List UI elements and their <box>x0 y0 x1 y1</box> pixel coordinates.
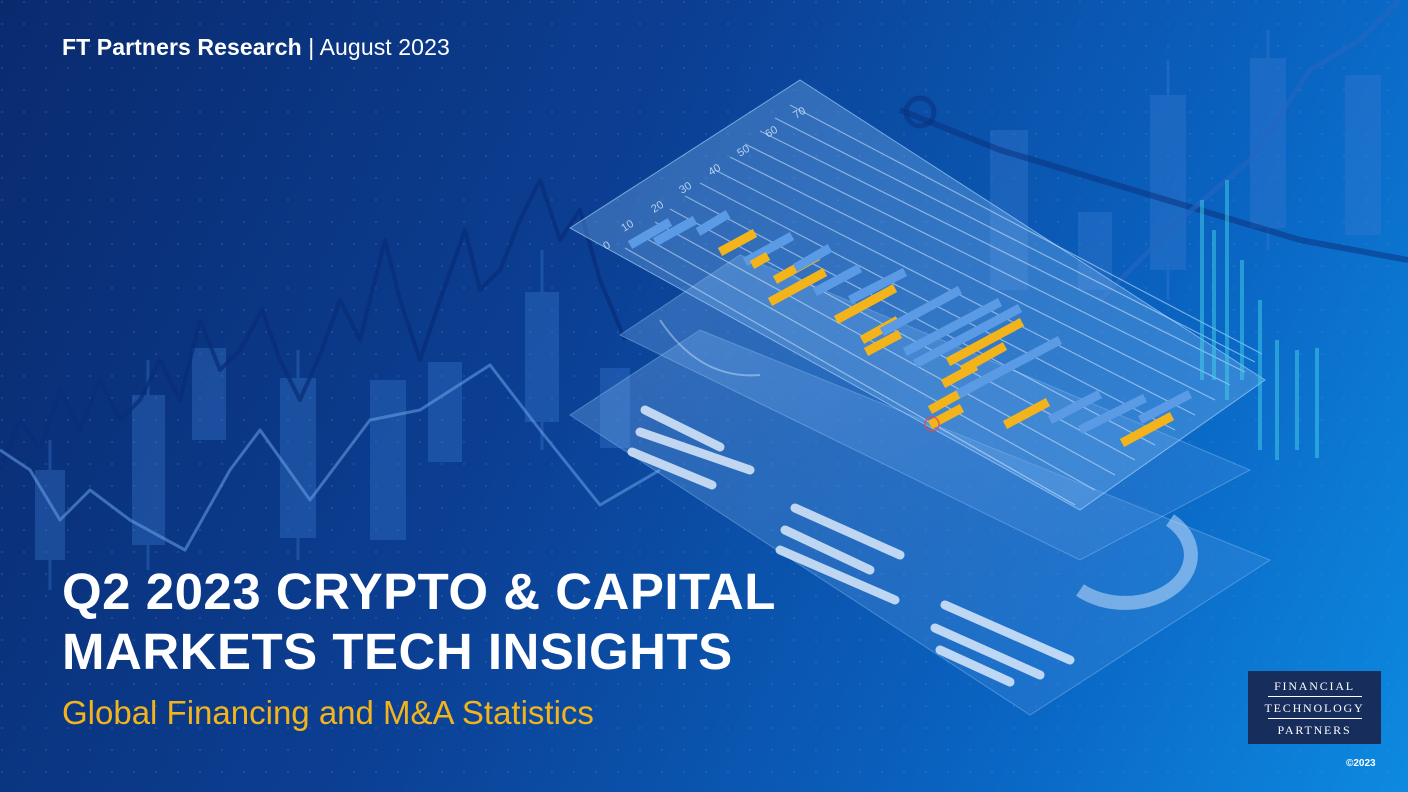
title-line-1: Q2 2023 CRYPTO & CAPITAL <box>62 563 776 620</box>
copyright-notice: ©2023 <box>1346 758 1376 769</box>
isometric-chart-icon: 0 10 20 30 40 50 60 70 <box>569 79 1272 716</box>
title-line-2: MARKETS TECH INSIGHTS <box>62 623 733 680</box>
axis-tick: 30 <box>677 180 694 197</box>
logo-divider <box>1267 696 1362 697</box>
report-header: FT Partners Research | August 2023 <box>62 34 450 61</box>
logo-line-2: TECHNOLOGY <box>1264 701 1365 715</box>
page-title: Q2 2023 CRYPTO & CAPITAL MARKETS TECH IN… <box>62 562 776 682</box>
logo-line-3: PARTNERS <box>1277 723 1352 737</box>
brand-name: FT Partners Research <box>62 34 302 60</box>
axis-tick: 60 <box>763 124 780 141</box>
logo-line-1: FINANCIAL <box>1274 679 1355 693</box>
axis-tick: 70 <box>791 105 808 122</box>
axis-tick: 40 <box>706 162 723 179</box>
candlestick-chart-icon <box>35 30 1381 590</box>
ftp-logo: FINANCIAL TECHNOLOGY PARTNERS <box>1248 671 1381 744</box>
axis-tick: 10 <box>619 218 636 235</box>
axis-tick: 20 <box>649 199 666 216</box>
axis-tick: 50 <box>735 143 752 160</box>
page-subtitle: Global Financing and M&A Statistics <box>62 694 594 731</box>
report-date: August 2023 <box>319 34 450 60</box>
header-separator: | <box>308 34 315 60</box>
axis-tick: 0 <box>601 239 613 252</box>
logo-divider <box>1267 718 1362 719</box>
